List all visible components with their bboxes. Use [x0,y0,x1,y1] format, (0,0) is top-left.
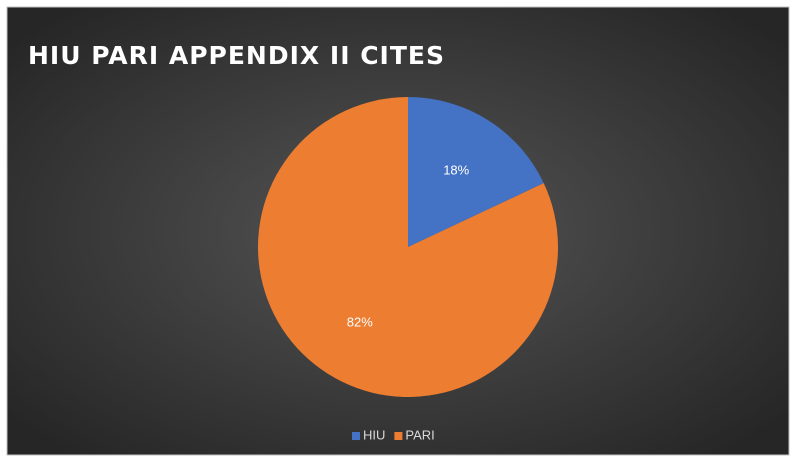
legend-label: HIU [363,427,385,442]
legend-swatch [394,432,403,440]
data-label: 82% [347,314,373,329]
chart-title: HIU PARI APPENDIX II CITES [28,41,445,70]
pie-slice [408,97,544,247]
pie-slice [258,97,558,397]
data-label: 18% [443,162,469,177]
legend-swatch [352,432,360,440]
legend-label: PARI [405,427,434,442]
